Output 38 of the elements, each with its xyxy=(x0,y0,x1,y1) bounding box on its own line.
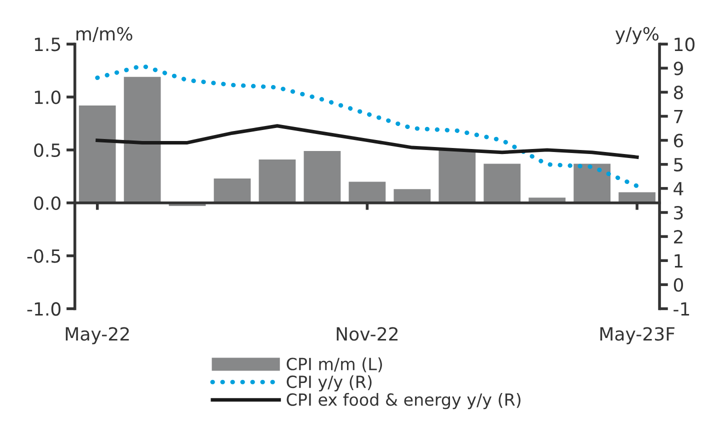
y2-tick-label: 7 xyxy=(674,110,683,124)
y2-tick-label: 0 xyxy=(674,278,684,292)
y-tick-label: -1.0 xyxy=(27,302,60,316)
x-tick-label: May-22 xyxy=(66,327,129,344)
x-tick-label: May-23F xyxy=(600,327,674,344)
y-tick-label: 1.0 xyxy=(34,90,60,104)
line-series xyxy=(96,124,639,159)
y2-tick-label: 3 xyxy=(674,206,683,220)
y2-tick-label: 9 xyxy=(674,62,683,76)
bar xyxy=(574,164,611,203)
y-tick-label: 1.5 xyxy=(34,38,60,52)
y-tick-label: 0.0 xyxy=(34,196,60,210)
x-tick-label: Nov-22 xyxy=(336,327,398,341)
legend-label: CPI m/m (L) xyxy=(286,357,382,372)
y2-tick-label: 8 xyxy=(674,86,683,100)
bar xyxy=(124,76,161,203)
bar xyxy=(348,182,386,203)
y2-tick-label: -1 xyxy=(674,302,690,316)
y2-tick-label: 6 xyxy=(674,134,684,148)
legend-label: CPI y/y (R) xyxy=(286,375,372,392)
y2-tick-label: 5 xyxy=(674,158,683,172)
bar xyxy=(484,164,521,203)
y-axis-title: m/m% xyxy=(76,26,132,42)
y2-tick-label: 4 xyxy=(674,182,684,196)
line-series xyxy=(95,64,640,188)
legend-label: CPI ex food & energy y/y (R) xyxy=(286,393,520,410)
y2-tick-label: 2 xyxy=(674,230,682,244)
y-tick-label: -0.5 xyxy=(27,249,60,263)
bar xyxy=(304,151,341,203)
bar xyxy=(214,178,251,203)
y2-tick-label: 10 xyxy=(674,38,694,52)
bar xyxy=(438,150,476,203)
y2-axis-title: y/y% xyxy=(615,26,659,44)
y-tick-label: 0.5 xyxy=(34,143,60,158)
bar xyxy=(78,105,116,203)
bar xyxy=(258,159,296,203)
y2-tick-label: 1 xyxy=(674,254,683,268)
bar xyxy=(394,189,431,203)
